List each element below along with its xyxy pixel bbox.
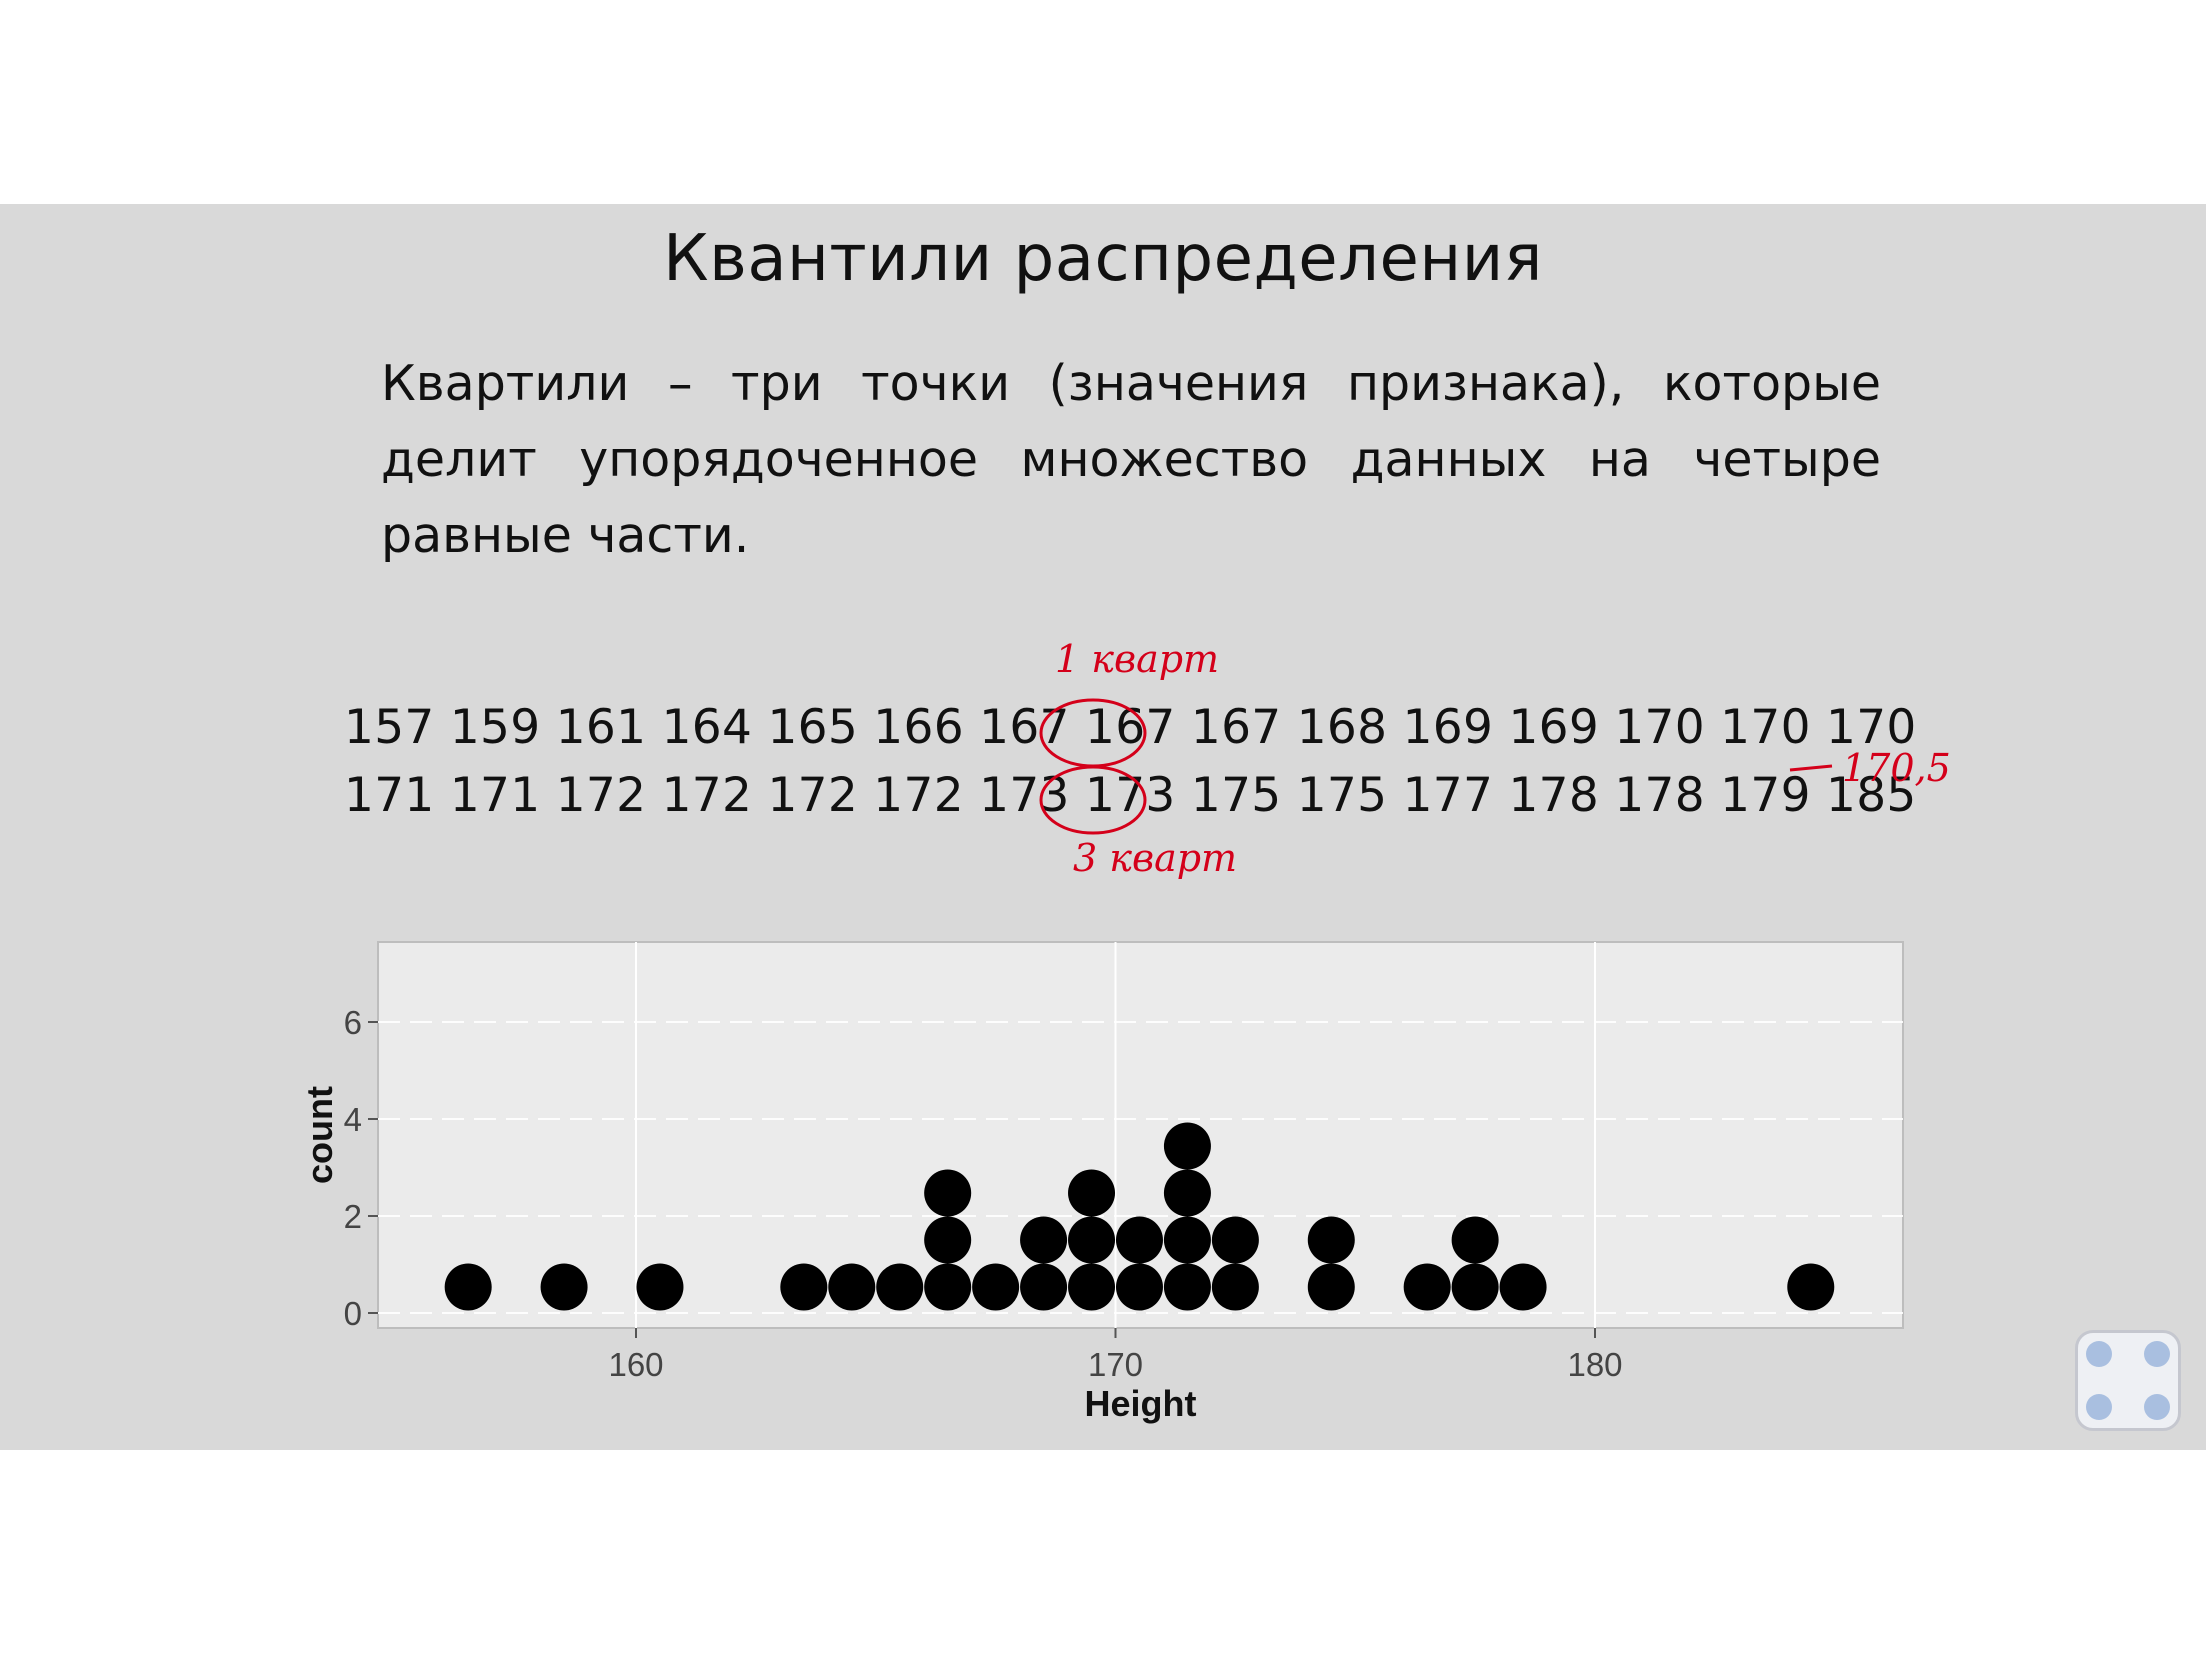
data-dot	[1163, 1122, 1211, 1170]
data-dot	[828, 1263, 876, 1311]
row2-value: 172	[555, 768, 647, 823]
data-row-2: 171 171 172 172 172 172 173 173 175 175 …	[344, 768, 1917, 823]
data-dot	[780, 1263, 828, 1311]
row1-value: 170	[1614, 700, 1705, 755]
data-dot	[1211, 1263, 1259, 1311]
row1-value: 164	[661, 700, 753, 755]
y-tick-label: 4	[344, 1101, 362, 1138]
data-dot	[924, 1169, 972, 1217]
y-tick-label: 6	[344, 1004, 362, 1041]
row2-value: 177	[1402, 768, 1494, 823]
data-dot	[1020, 1216, 1068, 1264]
data-dot	[1163, 1169, 1211, 1217]
x-axis-label: Height	[1085, 1383, 1197, 1424]
row1-value: 165	[767, 700, 859, 755]
data-dot	[1451, 1216, 1499, 1264]
data-dot	[1115, 1263, 1163, 1311]
row2-value: 178	[1614, 768, 1705, 823]
data-dot	[924, 1263, 972, 1311]
data-dot	[876, 1263, 924, 1311]
data-dot	[1068, 1263, 1116, 1311]
corner-dot-icon	[2086, 1394, 2112, 1420]
row1-value: 169	[1402, 700, 1494, 755]
x-tick-label: 160	[608, 1346, 663, 1383]
data-dot	[1307, 1216, 1355, 1264]
data-dot	[1068, 1216, 1116, 1264]
y-axis-label: count	[299, 1086, 340, 1184]
data-dot	[1451, 1263, 1499, 1311]
q3-annotation: 3 кварт	[1073, 836, 1238, 880]
median-annotation: 170,5	[1842, 746, 1951, 790]
median-dash	[1789, 764, 1833, 772]
q1-circle	[1039, 698, 1147, 768]
corner-dot-icon	[2086, 1341, 2112, 1367]
row2-value: 171	[449, 768, 541, 823]
data-dot	[1403, 1263, 1451, 1311]
data-dot	[1020, 1263, 1068, 1311]
row2-value: 178	[1508, 768, 1600, 823]
data-dot	[1163, 1216, 1211, 1264]
row1-value: 170	[1826, 700, 1917, 755]
row1-value: 159	[449, 700, 541, 755]
x-tick-label: 170	[1088, 1346, 1143, 1383]
row2-value: 171	[344, 768, 435, 823]
data-dot	[1163, 1263, 1211, 1311]
data-row-1: 157 159 161 164 165 166 167 167 167 168 …	[344, 700, 1917, 755]
row1-value: 166	[873, 700, 964, 755]
q1-annotation: 1 кварт	[1055, 637, 1220, 681]
definition-paragraph: Квартили – три точки (значения признака)…	[381, 355, 1881, 564]
row1-value: 157	[344, 700, 435, 755]
resize-handle-icon[interactable]	[2075, 1330, 2181, 1431]
row2-value: 172	[767, 768, 859, 823]
data-dot	[540, 1263, 588, 1311]
row1-value: 170	[1720, 700, 1811, 755]
data-dot	[924, 1216, 972, 1264]
data-dot	[1068, 1169, 1116, 1217]
data-dot	[1115, 1216, 1163, 1264]
row1-value: 168	[1296, 700, 1388, 755]
row1-value: 161	[555, 700, 647, 755]
row1-value: 167	[1190, 700, 1282, 755]
row2-value: 172	[873, 768, 964, 823]
data-dot	[444, 1263, 492, 1311]
y-tick-label: 0	[344, 1295, 362, 1332]
corner-dot-icon	[2144, 1341, 2170, 1367]
row2-value: 175	[1190, 768, 1282, 823]
q3-circle	[1039, 765, 1147, 835]
data-dot	[636, 1263, 684, 1311]
quartile-annotations	[1039, 698, 1833, 835]
data-dot	[1499, 1263, 1547, 1311]
corner-dot-icon	[2144, 1394, 2170, 1420]
data-dot	[1211, 1216, 1259, 1264]
data-dot	[972, 1263, 1020, 1311]
row2-value: 185	[1826, 768, 1917, 823]
row2-value: 175	[1296, 768, 1388, 823]
slide-title: Квантили распределения	[663, 222, 1543, 296]
data-dot	[1307, 1263, 1355, 1311]
y-tick-label: 2	[344, 1198, 362, 1235]
data-dot	[1787, 1263, 1835, 1311]
row2-value: 179	[1720, 768, 1811, 823]
row2-value: 172	[661, 768, 753, 823]
row1-value: 169	[1508, 700, 1600, 755]
x-tick-label: 180	[1567, 1346, 1622, 1383]
